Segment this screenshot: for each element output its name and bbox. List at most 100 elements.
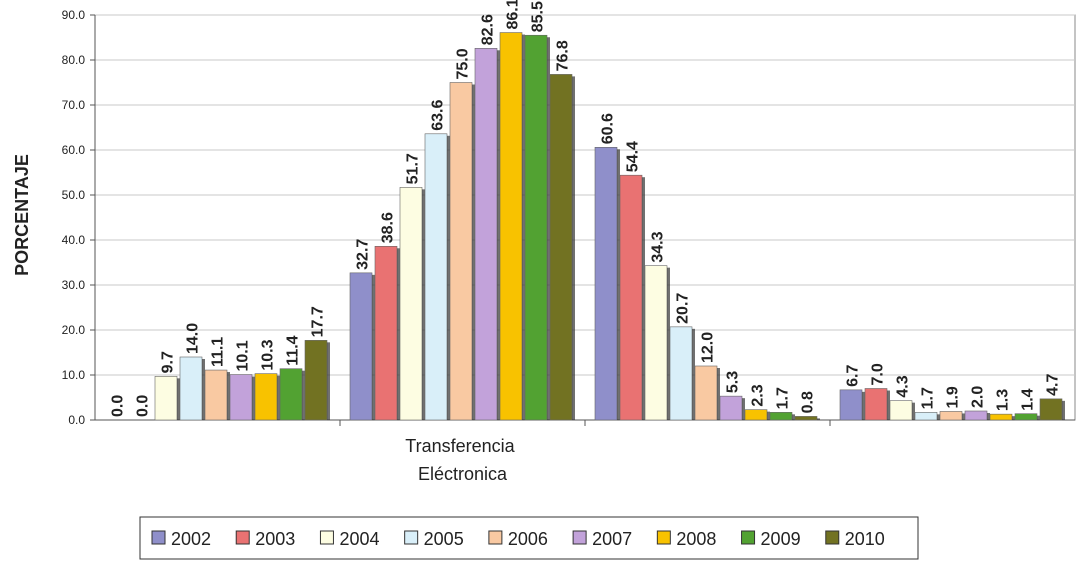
- bar: [154, 376, 178, 421]
- data-label: 20.7: [675, 293, 692, 324]
- bar-side: [522, 34, 525, 421]
- bar: [424, 133, 448, 421]
- legend-swatch: [572, 530, 587, 545]
- bar-side: [887, 390, 890, 420]
- data-label: 0.8: [800, 391, 817, 413]
- bar-side: [692, 328, 695, 420]
- legend-label: 2002: [171, 529, 211, 549]
- bar-side: [1012, 416, 1015, 420]
- bar-side: [572, 76, 575, 421]
- bar: [719, 395, 743, 421]
- y-tick-label: 0.0: [68, 413, 85, 427]
- y-tick-label: 70.0: [62, 98, 86, 112]
- data-label: 32.7: [355, 239, 372, 270]
- legend-label: 2007: [592, 529, 632, 549]
- data-label: 10.1: [235, 340, 252, 371]
- legend-swatch: [319, 530, 334, 545]
- data-label: 86.1: [505, 0, 522, 30]
- bar: [499, 32, 523, 421]
- bar: [769, 412, 793, 421]
- y-tick-label: 10.0: [62, 368, 86, 382]
- bar: [179, 356, 203, 421]
- bar-side: [547, 37, 550, 420]
- bar: [449, 82, 473, 421]
- data-label: 7.0: [870, 363, 887, 385]
- data-label: 60.6: [600, 113, 617, 144]
- bar-side: [177, 378, 180, 420]
- data-label: 75.0: [455, 48, 472, 79]
- data-label: 11.1: [210, 337, 227, 367]
- data-label: 82.6: [480, 14, 497, 45]
- legend-swatch: [151, 530, 166, 545]
- bar: [669, 326, 693, 421]
- data-label: 51.7: [405, 153, 422, 184]
- bar-side: [962, 413, 965, 420]
- legend-label: 2008: [676, 529, 716, 549]
- bar-side: [372, 274, 375, 420]
- bar-side: [202, 359, 205, 420]
- legend-label: 2009: [761, 529, 801, 549]
- bar-side: [862, 391, 865, 420]
- y-tick-label: 90.0: [62, 8, 86, 22]
- data-label: 63.6: [430, 100, 447, 131]
- bar: [304, 340, 328, 421]
- data-label: 34.3: [650, 231, 667, 262]
- data-label: 11.4: [285, 335, 302, 365]
- bar-side: [987, 413, 990, 420]
- y-tick-label: 60.0: [62, 143, 86, 157]
- plot-area: [94, 14, 1076, 421]
- bar: [839, 389, 863, 421]
- data-label: 4.3: [895, 375, 912, 397]
- bar: [204, 369, 228, 421]
- y-tick-label: 80.0: [62, 53, 86, 67]
- legend-swatch: [741, 530, 756, 545]
- data-label: 9.7: [160, 351, 177, 373]
- data-label: 5.3: [725, 371, 742, 393]
- data-label: 1.7: [920, 387, 937, 409]
- bar: [989, 413, 1013, 421]
- bar: [524, 34, 548, 421]
- legend-swatch: [235, 530, 250, 545]
- data-label: 0.0: [110, 395, 127, 417]
- data-label: 1.3: [995, 389, 1012, 411]
- bar: [1039, 398, 1063, 421]
- bar-side: [327, 342, 330, 420]
- bar-side: [912, 402, 915, 420]
- bar: [619, 174, 643, 421]
- bar-side: [447, 135, 450, 421]
- bar: [864, 388, 888, 421]
- bar-side: [397, 248, 400, 420]
- data-label: 1.9: [945, 386, 962, 408]
- bar-side: [767, 411, 770, 420]
- legend-label: 2006: [508, 529, 548, 549]
- bar-side: [497, 50, 500, 421]
- data-label: 85.5: [530, 1, 547, 32]
- bar: [229, 374, 253, 421]
- legend-swatch: [404, 530, 419, 545]
- data-label: 6.7: [845, 365, 862, 387]
- data-label: 2.0: [970, 386, 987, 408]
- bar-side: [277, 375, 280, 420]
- bar: [939, 411, 963, 421]
- bar: [549, 74, 573, 421]
- data-label: 54.4: [625, 141, 642, 172]
- bar-side: [667, 267, 670, 420]
- bar-side: [302, 370, 305, 420]
- y-tick-label: 50.0: [62, 188, 86, 202]
- bar-side: [617, 149, 620, 421]
- data-label: 2.3: [750, 384, 767, 406]
- bar-side: [742, 398, 745, 420]
- data-label: 1.4: [1020, 388, 1037, 410]
- legend-label: 2010: [845, 529, 885, 549]
- bar-side: [472, 84, 475, 420]
- bar: [794, 416, 818, 421]
- bar: [474, 47, 498, 421]
- bar-side: [642, 177, 645, 420]
- legend-box: [139, 516, 919, 560]
- data-label: 0.0: [135, 395, 152, 417]
- legend-label: 2004: [339, 529, 379, 549]
- bar-side: [252, 376, 255, 420]
- bar: [374, 246, 398, 421]
- data-label: 76.8: [555, 40, 572, 71]
